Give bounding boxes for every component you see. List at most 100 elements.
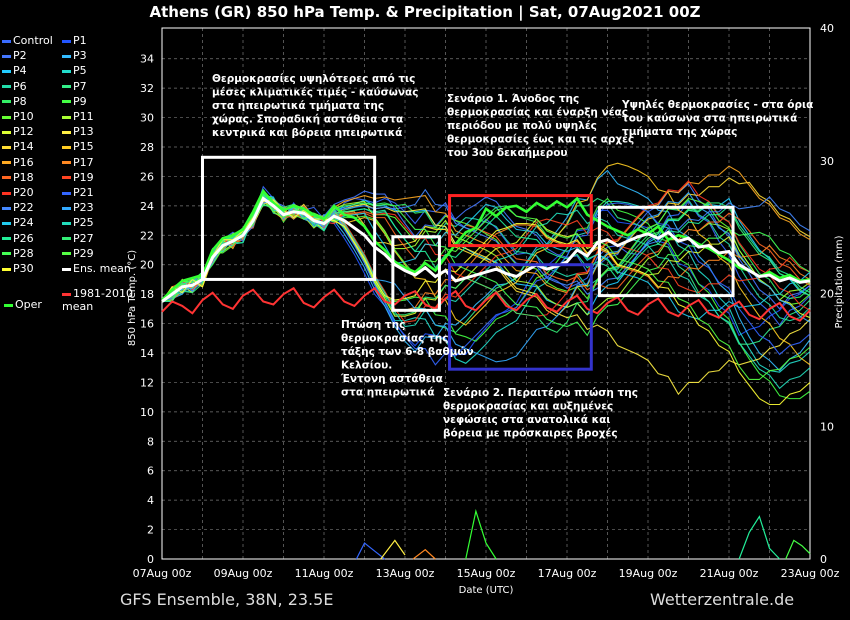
- y-tick-label: 28: [140, 141, 154, 154]
- legend-item: P12: [2, 125, 34, 138]
- plot-frame: [161, 27, 811, 560]
- y2-tick-label: 20: [820, 288, 834, 301]
- annotations: Θερμοκρασίες υψηλότερες από τις μέσες κλι…: [212, 73, 813, 440]
- y-tick-label: 22: [140, 229, 154, 242]
- legend-swatch: [62, 267, 71, 271]
- y2-axis-label: Precipitation (mm): [834, 235, 845, 328]
- x-tick-label: 13Aug 00z: [376, 567, 435, 580]
- annotation-line: του καύσωνα στα ηπειρωτικά: [622, 113, 797, 125]
- legend-label: P24: [13, 216, 34, 230]
- legend-swatch: [2, 100, 11, 104]
- climate-mean-polyline: [161, 286, 811, 322]
- legend-label: P6: [13, 79, 27, 93]
- legend-item: 1981-2010 mean: [62, 287, 133, 313]
- legend-label: P8: [13, 94, 27, 108]
- y-tick-label: 2: [147, 524, 154, 537]
- annotation-line: θερμοκρασίας και αυξημένες: [443, 401, 613, 413]
- legend-label: 1981-2010 mean: [62, 287, 133, 313]
- legend-swatch: [62, 161, 71, 165]
- legend-label: P10: [13, 110, 34, 123]
- legend-item: P25: [62, 216, 94, 229]
- legend-item: P23: [62, 201, 94, 214]
- legend-swatch: [2, 85, 11, 89]
- legend-label: P29: [73, 246, 94, 260]
- legend-swatch: [62, 292, 71, 296]
- legend-item: P8: [2, 95, 27, 108]
- y-tick-label: 18: [140, 288, 154, 301]
- y-tick-label: 12: [140, 376, 154, 389]
- annotation-line: Σενάριο 1. Άνοδος της: [447, 93, 579, 105]
- legend-item: P24: [2, 216, 34, 229]
- legend-swatch: [2, 69, 11, 73]
- y-tick-label: 26: [140, 170, 154, 183]
- annotation-line: στα ηπειρωτικά τμήματα της: [212, 100, 384, 112]
- legend-swatch: [2, 237, 11, 241]
- legend-swatch: [2, 206, 11, 210]
- legend-label: P26: [13, 231, 34, 245]
- annotation-line: Κελσίου.: [341, 360, 392, 372]
- legend-label: Control: [13, 34, 53, 47]
- y-tick-label: 30: [140, 112, 154, 125]
- legend-swatch: [2, 54, 11, 58]
- x-tick-label: 11Aug 00z: [295, 567, 354, 580]
- precip-line: [355, 542, 386, 560]
- annotation-line: τάξης των 6-8 βαθμών: [341, 346, 474, 358]
- x-tick-label: 21Aug 00z: [700, 567, 759, 580]
- legend-label: P21: [73, 186, 94, 199]
- y2-tick-label: 0: [820, 553, 827, 566]
- y-tick-label: 14: [140, 347, 154, 360]
- ens-mean-polyline: [161, 196, 811, 303]
- annotation-line: Θερμοκρασίες υψηλότερες από τις: [212, 73, 415, 85]
- legend-swatch: [2, 191, 11, 195]
- y-axis-label: 850 hPa Temp. (°C): [127, 250, 138, 346]
- y-tick-label: 0: [147, 553, 154, 566]
- y-tick-label: 6: [147, 465, 154, 478]
- legend-label: Ens. mean: [73, 262, 131, 275]
- legend-swatch: [62, 191, 71, 195]
- legend-label: P23: [73, 201, 94, 215]
- legend-label: P18: [13, 170, 34, 184]
- legend-item: P30: [2, 262, 34, 275]
- y-tick-label: 34: [140, 53, 154, 66]
- legend-item: P2: [2, 49, 27, 62]
- legend-label: P16: [13, 155, 34, 169]
- legend-swatch: [62, 69, 71, 73]
- legend-swatch: [2, 115, 11, 119]
- legend-swatch: [62, 130, 71, 134]
- highlight-box-blue: [448, 263, 593, 371]
- legend-swatch: [62, 237, 71, 241]
- legend-label: P2: [13, 49, 27, 63]
- legend-item: P15: [62, 140, 94, 153]
- legend-item: Control: [2, 34, 53, 47]
- legend-swatch: [62, 145, 71, 149]
- highlight-box-red: [448, 194, 593, 248]
- y2-tick-label: 30: [820, 155, 834, 168]
- legend-swatch: [62, 39, 71, 43]
- precip-line: [412, 548, 436, 560]
- annotation-line: θερμοκρασίες έως και τις αρχές: [447, 134, 634, 146]
- x-tick-label: 07Aug 00z: [133, 567, 192, 580]
- x-tick-label: 15Aug 00z: [457, 567, 516, 580]
- legend-label: P14: [13, 140, 34, 154]
- chart-title: Athens (GR) 850 hPa Temp. & Precipitatio…: [149, 3, 700, 22]
- legend-item: P27: [62, 232, 94, 245]
- y-tick-label: 20: [140, 259, 154, 272]
- annotation-line: Σενάριο 2. Περαιτέρω πτώση της: [443, 387, 638, 399]
- legend-item: P5: [62, 64, 87, 77]
- legend-item: P28: [2, 247, 34, 260]
- x-tick-label: 19Aug 00z: [619, 567, 678, 580]
- legend-swatch: [62, 100, 71, 104]
- annotation-line: βόρεια με πρόσκαιρες βροχές: [443, 428, 618, 440]
- legend-swatch: [62, 115, 71, 119]
- legend-item: P3: [62, 49, 87, 62]
- y-tick-label: 10: [140, 406, 154, 419]
- legend-swatch: [2, 252, 11, 256]
- legend-item: P10: [2, 110, 34, 123]
- precip-line: [785, 539, 811, 560]
- annotation-line: θερμοκρασίας της: [341, 333, 448, 345]
- annotation-line: θερμοκρασίας και έναρξη νέας: [447, 107, 628, 119]
- legend-label: P12: [13, 125, 34, 139]
- legend-label: P13: [73, 125, 94, 139]
- legend-swatch: [62, 206, 71, 210]
